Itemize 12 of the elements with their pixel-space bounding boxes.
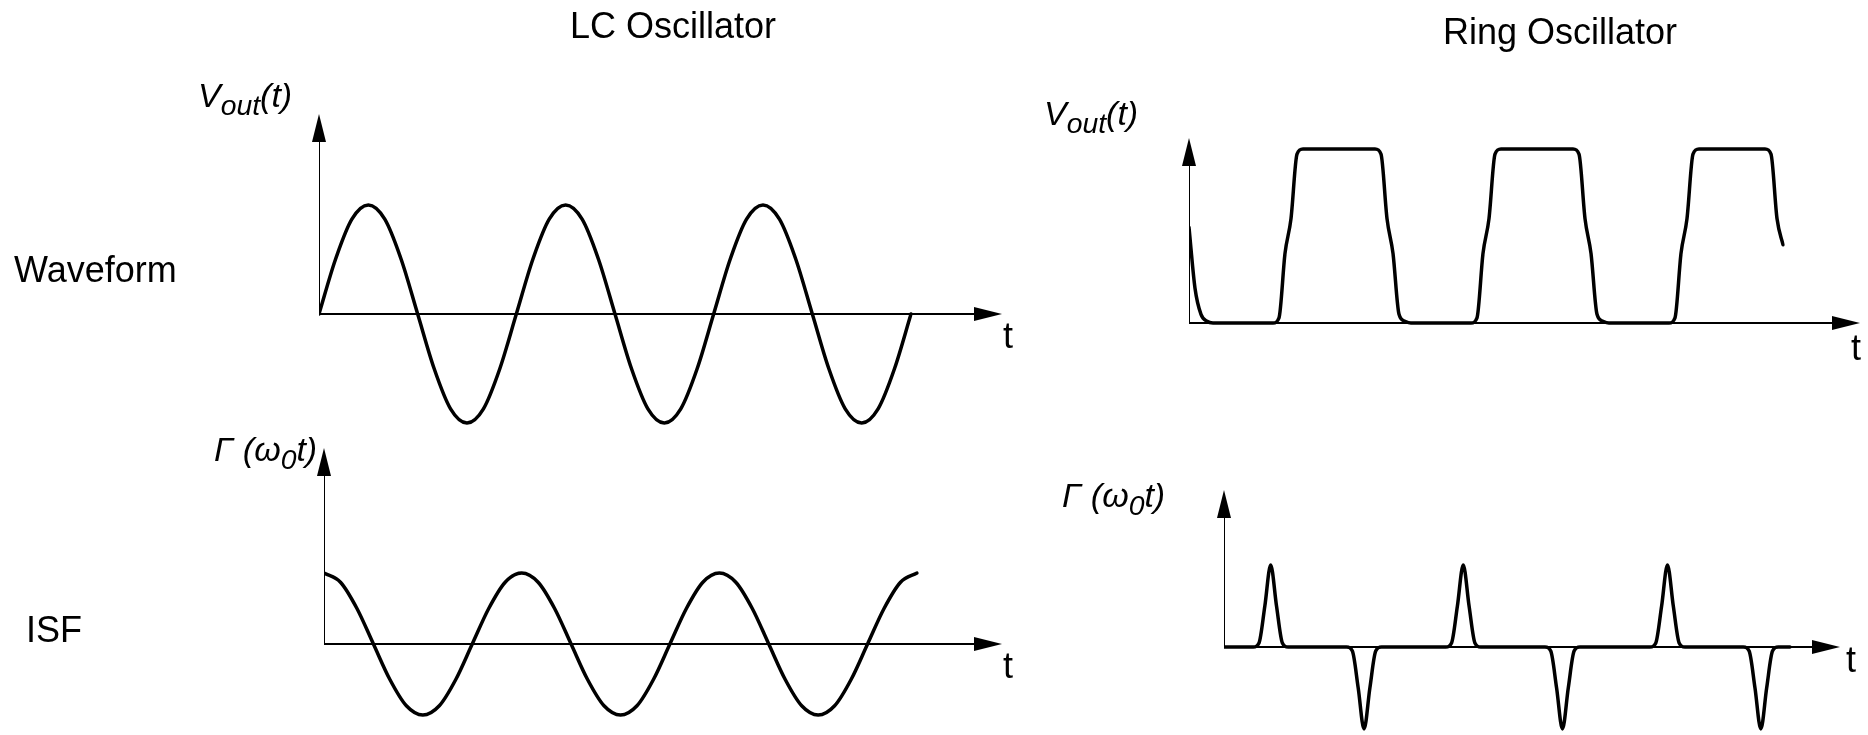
y-axis-title: V$_{out}$(t) <box>1044 94 1139 139</box>
text: ISF <box>26 609 83 650</box>
y-axis-title: Γ (ω$_{0}$t) <box>214 430 318 475</box>
chart-title: LC Oscillator <box>569 5 777 46</box>
y-axis-title: Γ (ω$_{0}$t) <box>1062 476 1166 521</box>
x-axis-title: t <box>1851 327 1862 368</box>
x-axis-title: t <box>1003 315 1014 356</box>
chart-title: Ring Oscillator <box>1442 11 1678 52</box>
text: Waveform <box>14 249 177 290</box>
y-axis-title: V$_{out}$(t) <box>198 76 293 121</box>
x-axis-title: t <box>1003 645 1014 686</box>
x-axis-title: t <box>1846 639 1857 680</box>
